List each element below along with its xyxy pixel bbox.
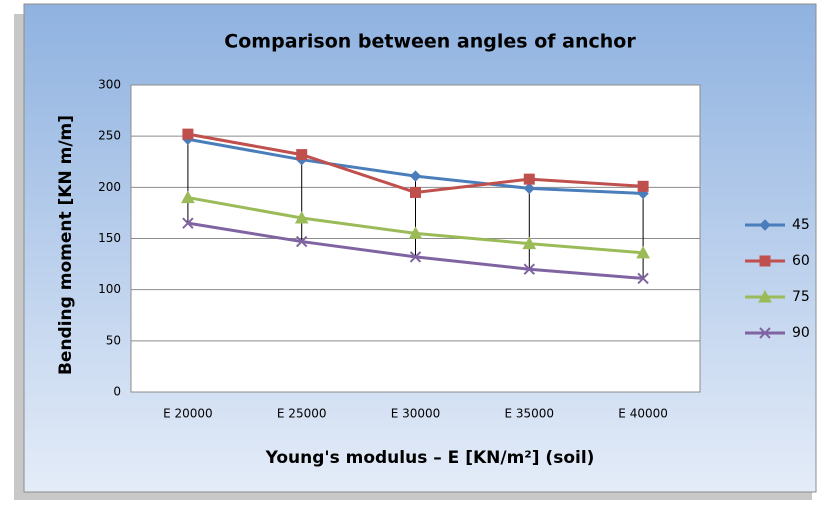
chart-title: Comparison between angles of anchor — [224, 31, 636, 53]
y-tick-label: 50 — [106, 333, 121, 347]
data-point — [295, 235, 308, 248]
legend-label: 45 — [792, 217, 810, 233]
y-tick-label: 300 — [98, 78, 121, 92]
y-tick-label: 150 — [98, 231, 121, 245]
data-point — [409, 170, 422, 182]
legend-label: 60 — [792, 253, 810, 269]
x-tick-label: E 25000 — [277, 407, 327, 421]
legend-label: 75 — [792, 289, 810, 305]
data-point — [182, 128, 194, 140]
data-point — [523, 173, 535, 185]
y-tick-label: 250 — [98, 129, 121, 143]
y-tick-label: 0 — [113, 385, 121, 399]
data-point — [523, 263, 536, 275]
x-tick-label: E 35000 — [505, 407, 555, 421]
x-tick-label: E 30000 — [391, 407, 441, 421]
data-point — [522, 236, 537, 250]
y-tick-label: 200 — [98, 180, 121, 194]
data-point — [408, 226, 423, 239]
data-point — [181, 190, 195, 204]
legend-label: 90 — [792, 325, 810, 341]
data-point — [294, 210, 309, 224]
data-point — [410, 186, 421, 198]
legend-marker — [758, 289, 772, 303]
y-tick-label: 100 — [98, 282, 121, 296]
legend-marker — [759, 219, 771, 231]
data-point — [182, 217, 194, 229]
legend-marker — [759, 255, 771, 267]
data-point — [523, 182, 536, 195]
x-tick-label: E 20000 — [163, 407, 213, 421]
legend-marker — [759, 327, 771, 339]
data-point — [637, 272, 649, 285]
data-point — [409, 251, 422, 263]
data-point — [637, 180, 649, 192]
x-tick-label: E 40000 — [618, 407, 668, 421]
data-point — [296, 149, 308, 161]
x-axis-label: Young's modulus – E [KN/m²] (soil) — [265, 448, 595, 468]
data-point — [636, 245, 650, 259]
y-axis-label: Bending moment [KN m/m] — [56, 115, 76, 375]
